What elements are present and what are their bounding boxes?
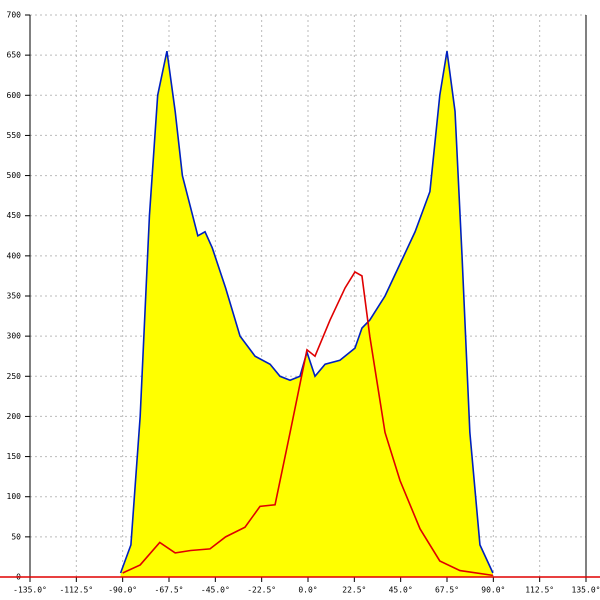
x-tick-label: -45.0° (201, 586, 230, 595)
x-tick-label: 0.0° (298, 586, 317, 595)
y-tick-label: 400 (7, 251, 22, 260)
y-tick-label: 50 (11, 532, 21, 541)
y-tick-label: 450 (7, 211, 22, 220)
x-tick-label: -22.5° (247, 586, 276, 595)
y-tick-label: 650 (7, 51, 22, 60)
y-tick-label: 200 (7, 412, 22, 421)
y-tick-label: 700 (7, 11, 22, 20)
y-tick-label: 150 (7, 452, 22, 461)
y-tick-label: 600 (7, 91, 22, 100)
y-tick-label: 350 (7, 292, 22, 301)
x-tick-label: 112.5° (525, 586, 554, 595)
y-tick-label: 500 (7, 171, 22, 180)
y-tick-label: 550 (7, 131, 22, 140)
x-tick-label: 22.5° (342, 586, 366, 595)
x-tick-label: 135.0° (572, 586, 600, 595)
x-tick-label: -67.5° (155, 586, 184, 595)
y-tick-label: 100 (7, 492, 22, 501)
line (122, 270, 494, 577)
x-tick-label: 67.5° (435, 586, 459, 595)
line (119, 50, 494, 574)
x-tick-label: 90.0° (481, 586, 505, 595)
x-tick-label: -135.0° (13, 586, 47, 595)
area (120, 51, 493, 578)
x-tick-label: -90.0° (108, 586, 137, 595)
y-tick-label: 300 (7, 332, 22, 341)
y-tick-label: 250 (7, 372, 22, 381)
x-tick-label: -112.5° (59, 586, 93, 595)
x-tick-label: 45.0° (389, 586, 413, 595)
